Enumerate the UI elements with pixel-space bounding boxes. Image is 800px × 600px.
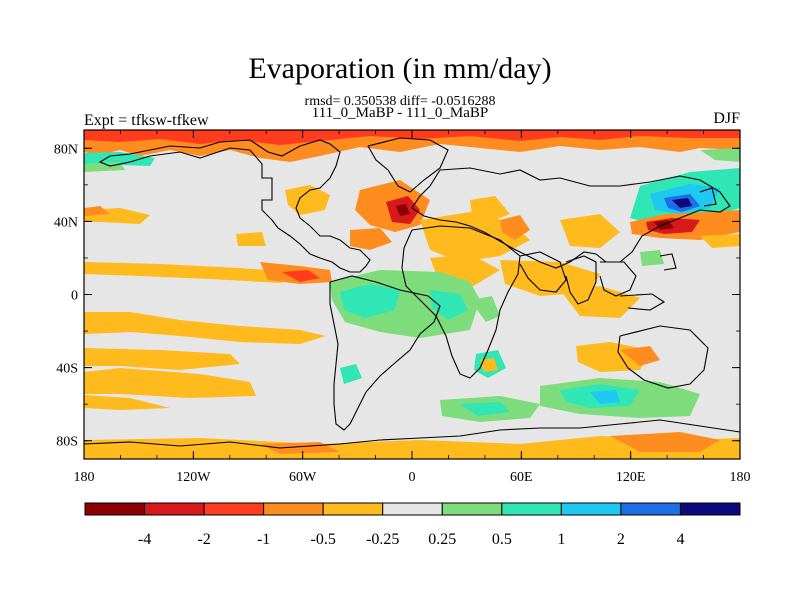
y-tick-label: 40S — [56, 362, 78, 377]
colorbar-label: 0.25 — [428, 531, 456, 548]
south-america-coast — [329, 275, 441, 431]
tropical-north-band — [84, 262, 282, 283]
colorbar-swatch — [203, 502, 265, 516]
run-subtitle: 111_0_MaBP - 111_0_MaBP — [311, 105, 489, 121]
north-atlantic-core — [396, 204, 410, 216]
x-tick-label: 120E — [616, 470, 646, 485]
japan-coast — [699, 187, 717, 207]
indonesia-green — [640, 250, 664, 266]
colorbar-label: -2 — [197, 531, 210, 548]
tropical-atlantic-teal — [340, 284, 400, 318]
x-tick-label: 60W — [289, 470, 317, 485]
colorbar-label: -0.5 — [311, 531, 336, 548]
colorbar-swatch — [501, 502, 562, 516]
africa-coast — [401, 225, 521, 379]
southern-ocean-cyan — [590, 390, 620, 404]
southern-ocean-west-teal — [460, 402, 510, 416]
stats-subtitle: rmsd= 0.350538 diff= -0.0516288 — [304, 94, 496, 109]
colorbar-label: 4 — [676, 531, 684, 548]
colorbar-label: -0.25 — [366, 531, 399, 548]
plot-title: Evaporation (in mm/day) — [248, 52, 552, 85]
colorbar-swatch — [144, 502, 205, 516]
indochina-coast — [599, 261, 637, 297]
eurasia-band — [470, 196, 510, 222]
indian-north — [500, 260, 600, 296]
tropical-south-band — [84, 312, 326, 344]
x-tick-label: 120W — [176, 470, 211, 485]
coastlines — [84, 137, 740, 449]
mid-atlantic — [350, 228, 392, 250]
indonesia-coast — [619, 293, 666, 311]
south-chile-teal — [340, 364, 362, 384]
south-pacific-midlat — [84, 368, 256, 398]
colorbar-swatch — [84, 502, 146, 516]
colorbar-swatch — [322, 502, 384, 516]
arctic-east-green — [700, 148, 740, 162]
philippines-coast — [659, 253, 677, 271]
colorbar-label: 1 — [557, 531, 565, 548]
colorbar-label: 0.5 — [492, 531, 512, 548]
australia-coast — [617, 325, 709, 389]
africa-east-green — [470, 296, 500, 322]
south-pacific-far — [84, 395, 170, 410]
colorbar-label: -4 — [138, 531, 151, 548]
eurasia-core — [500, 215, 530, 240]
x-tick-label: 180 — [730, 470, 751, 485]
south-atlantic-spot — [480, 358, 498, 372]
pacific-east-band — [700, 234, 740, 248]
y-tick-label: 80N — [54, 142, 78, 157]
y-tick-label: 0 — [71, 289, 78, 304]
antarctic-band — [84, 436, 740, 459]
colorbar-label: -1 — [257, 531, 270, 548]
antarctic-core — [610, 432, 720, 452]
arabia-coast — [519, 251, 567, 293]
india-coast — [565, 255, 597, 305]
south-asia — [560, 214, 620, 248]
y-tick-label: 40N — [54, 215, 78, 230]
colorbar-swatch — [620, 502, 681, 516]
gulf-guinea-teal — [430, 290, 468, 320]
north-america-coast — [98, 139, 371, 273]
colorbar-swatch — [560, 502, 622, 516]
greenland-coast — [367, 137, 449, 193]
eurasia-coast — [411, 167, 731, 269]
x-tick-label: 0 — [409, 470, 416, 485]
x-tick-label: 180 — [74, 470, 95, 485]
antarctica-coast — [84, 419, 740, 449]
colorbar-swatch — [263, 502, 324, 516]
kuroshio-core — [672, 198, 692, 208]
colorbar-swatch — [382, 502, 443, 516]
north-pacific-core — [84, 206, 110, 216]
south-indian-core — [620, 346, 660, 366]
colorbar-swatch — [679, 502, 741, 516]
south-pacific-band — [84, 348, 240, 370]
colorbar-label: 2 — [617, 531, 625, 548]
north-pacific-east — [236, 232, 266, 246]
season-label: DJF — [713, 110, 740, 127]
experiment-label: Expt = tfksw-tfkew — [84, 112, 209, 129]
colorbar: -4 -2 -1 -0.5 -0.25 0.25 0.5 1 2 4 — [84, 502, 741, 548]
map-axes: 180 120W 60W 0 60E 120E 180 80N 40N 0 40S 80S — [54, 130, 751, 485]
y-tick-label: 80S — [56, 435, 78, 450]
x-tick-label: 60E — [510, 470, 533, 485]
tropical-north-strong — [282, 270, 320, 282]
colorbar-swatch — [441, 502, 503, 516]
